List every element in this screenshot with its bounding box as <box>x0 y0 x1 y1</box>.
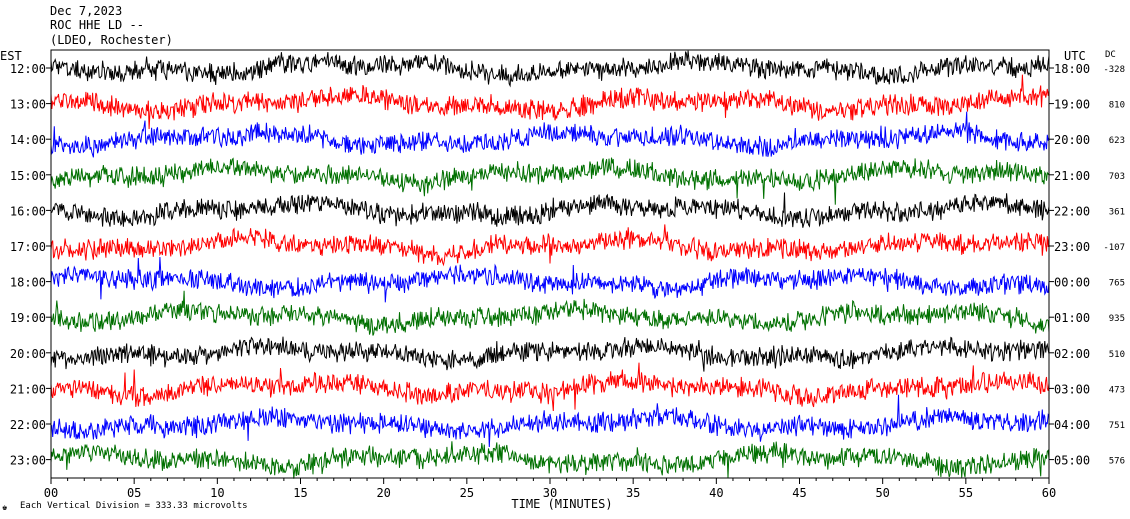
trace-line-1900 <box>50 290 1050 336</box>
utc-hour-label: 04:00 <box>1054 418 1090 432</box>
dc-label: DC <box>1105 50 1116 60</box>
dc-offset-value: 810 <box>1109 101 1125 111</box>
trace-line-1300 <box>50 74 1050 130</box>
trace-line-1800 <box>50 256 1050 303</box>
x-tick-label: 25 <box>460 486 474 500</box>
dc-offset-value: -107 <box>1103 243 1125 253</box>
utc-hour-label: 21:00 <box>1054 169 1090 183</box>
x-tick-label: 00 <box>44 486 58 500</box>
trace-line-2000 <box>50 336 1050 372</box>
x-tick-label: 35 <box>626 486 640 500</box>
header-network: (LDEO, Rochester) <box>50 33 173 47</box>
utc-hour-label: 18:00 <box>1054 62 1090 76</box>
est-hour-label: 21:00 <box>10 382 46 396</box>
utc-hour-label: 05:00 <box>1054 454 1090 468</box>
header-date: Dec 7,2023 <box>50 4 123 18</box>
dc-offset-value: 623 <box>1109 136 1125 146</box>
dc-offset-value: 473 <box>1109 385 1125 395</box>
dc-offset-value: 576 <box>1109 457 1125 467</box>
x-tick-label: 60 <box>1042 486 1056 500</box>
x-axis-ticks: 00 05 10 15 20 25 30 35 40 45 50 55 60 <box>44 478 1056 500</box>
est-hour-label: 13:00 <box>10 98 46 112</box>
est-hour-label: 22:00 <box>10 418 46 432</box>
trace-line-1200 <box>50 50 1050 88</box>
est-hour-label: 20:00 <box>10 347 46 361</box>
x-tick-label: 20 <box>376 486 390 500</box>
utc-label: UTC <box>1064 49 1086 63</box>
trace-line-1600 <box>51 192 1050 228</box>
x-tick-label: 10 <box>210 486 224 500</box>
utc-hour-label: 19:00 <box>1054 98 1090 112</box>
footnote-mark: ♚ <box>2 503 8 513</box>
utc-hour-label: 00:00 <box>1054 276 1090 290</box>
utc-hour-label: 03:00 <box>1054 382 1090 396</box>
x-tick-label: 45 <box>792 486 806 500</box>
dc-offset-value: -328 <box>1103 65 1125 75</box>
footnote: Each Vertical Division = 333.33 microvol… <box>20 501 248 511</box>
est-hour-label: 19:00 <box>10 311 46 325</box>
est-hour-label: 16:00 <box>10 204 46 218</box>
est-hour-label: 15:00 <box>10 169 46 183</box>
x-tick-label: 15 <box>293 486 307 500</box>
dc-offset-value: 361 <box>1109 207 1125 217</box>
est-hour-label: 17:00 <box>10 240 46 254</box>
est-label: EST <box>0 49 22 63</box>
utc-hour-label: 02:00 <box>1054 347 1090 361</box>
trace-line-1400 <box>50 111 1050 158</box>
dc-offset-value: 510 <box>1109 350 1125 360</box>
dc-offset-value: 703 <box>1109 172 1125 182</box>
trace-line-2100 <box>50 362 1050 412</box>
dc-offset-value: 935 <box>1109 314 1125 324</box>
trace-line-1700 <box>50 224 1050 267</box>
x-tick-label: 55 <box>959 486 973 500</box>
x-tick-label: 40 <box>709 486 723 500</box>
utc-hour-label: 23:00 <box>1054 240 1090 254</box>
est-hour-label: 14:00 <box>10 133 46 147</box>
trace-line-2300 <box>50 441 1050 479</box>
est-hour-label: 23:00 <box>10 454 46 468</box>
trace-line-2200 <box>50 394 1050 448</box>
x-axis-title: TIME (MINUTES) <box>511 497 612 511</box>
trace-line-1500 <box>50 157 1050 205</box>
est-hour-label: 18:00 <box>10 276 46 290</box>
dc-offset-value: 765 <box>1109 279 1125 289</box>
utc-hour-label: 22:00 <box>1054 204 1090 218</box>
row-labels: 12:00 18:00 -328 13:00 19:00 810 14:00 20:00 623… <box>10 62 1125 468</box>
x-tick-label: 30 <box>543 486 557 500</box>
header-station: ROC HHE LD -- <box>50 18 144 32</box>
est-hour-label: 12:00 <box>10 62 46 76</box>
x-tick-label: 05 <box>127 486 141 500</box>
utc-hour-label: 20:00 <box>1054 133 1090 147</box>
utc-hour-label: 01:00 <box>1054 311 1090 325</box>
x-tick-label: 50 <box>875 486 889 500</box>
dc-offset-value: 751 <box>1109 421 1125 431</box>
trace-group <box>50 50 1050 479</box>
